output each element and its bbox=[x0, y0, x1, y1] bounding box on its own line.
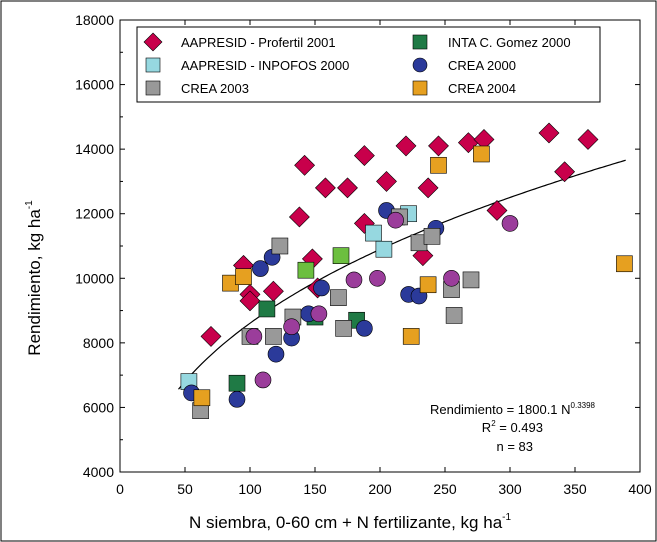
data-point bbox=[254, 371, 272, 389]
legend-label: AAPRESID - INPOFOS 2000 bbox=[181, 58, 349, 73]
y-tick-label: 4000 bbox=[83, 464, 114, 480]
data-point bbox=[356, 320, 373, 337]
data-point bbox=[554, 161, 576, 183]
series-6 bbox=[245, 211, 519, 389]
r2-text: R2 = 0.493 bbox=[482, 419, 543, 435]
legend-label: CREA 2000 bbox=[448, 58, 516, 73]
fit-layer bbox=[178, 159, 626, 390]
data-point bbox=[501, 215, 519, 232]
x-axis-title: N siembra, 0-60 cm + N fertilizante, kg … bbox=[189, 512, 512, 532]
data-point bbox=[443, 269, 460, 287]
x-tick-label: 200 bbox=[368, 481, 392, 497]
legend-marker bbox=[412, 80, 428, 96]
y-tick-label: 6000 bbox=[83, 399, 114, 415]
data-point bbox=[428, 135, 449, 157]
data-point bbox=[538, 122, 560, 144]
y-tick-label: 8000 bbox=[83, 335, 114, 351]
data-point bbox=[335, 320, 352, 337]
y-tick-label: 12000 bbox=[75, 206, 114, 222]
legend-label: AAPRESID - Profertil 2001 bbox=[181, 35, 336, 50]
data-point bbox=[616, 255, 633, 273]
x-tick-label: 250 bbox=[433, 481, 457, 497]
x-tick-label: 400 bbox=[628, 481, 652, 497]
data-point bbox=[332, 247, 350, 264]
y-tick-label: 14000 bbox=[75, 141, 114, 157]
data-point bbox=[330, 289, 347, 306]
legend-marker bbox=[145, 80, 161, 96]
n-text: n = 83 bbox=[496, 439, 533, 454]
x-tick-label: 350 bbox=[563, 481, 587, 497]
x-tick-label: 50 bbox=[177, 481, 193, 497]
data-point bbox=[473, 145, 490, 163]
legend: AAPRESID - Profertil 2001 INTA C. Gomez 2… bbox=[136, 26, 601, 103]
annotation: Rendimiento = 1800.1 N0.3398 R2 = 0.493 n … bbox=[430, 401, 596, 454]
data-point bbox=[369, 269, 386, 287]
data-point bbox=[445, 307, 463, 324]
data-point bbox=[310, 305, 328, 323]
x-tick-label: 300 bbox=[498, 481, 522, 497]
legend-label: CREA 2003 bbox=[181, 81, 249, 96]
data-point bbox=[258, 300, 276, 318]
x-tick-label: 150 bbox=[303, 481, 327, 497]
data-point bbox=[283, 318, 300, 336]
data-point bbox=[402, 328, 420, 345]
data-point bbox=[462, 271, 480, 289]
equation-text: Rendimiento = 1800.1 N0.3398 bbox=[430, 401, 596, 417]
data-point bbox=[193, 389, 211, 407]
legend-label: INTA C. Gomez 2000 bbox=[448, 35, 571, 50]
legend-marker bbox=[412, 57, 428, 73]
data-point bbox=[423, 228, 441, 245]
legend-label: CREA 2004 bbox=[448, 81, 516, 96]
legend-marker bbox=[143, 32, 163, 52]
data-point bbox=[337, 177, 358, 199]
legend-marker bbox=[412, 34, 428, 50]
data-point bbox=[239, 290, 261, 312]
x-tick-label: 0 bbox=[116, 481, 124, 497]
data-point bbox=[345, 271, 363, 289]
data-point bbox=[486, 200, 508, 221]
data-point bbox=[313, 279, 330, 297]
series-5 bbox=[193, 145, 633, 407]
legend-marker bbox=[145, 57, 161, 73]
y-tick-label: 16000 bbox=[75, 77, 114, 93]
data-point bbox=[375, 240, 393, 258]
data-point bbox=[271, 237, 289, 255]
y-tick-label: 10000 bbox=[75, 270, 114, 286]
data-point bbox=[235, 268, 252, 285]
data-point bbox=[387, 211, 404, 229]
data-point bbox=[265, 328, 282, 345]
data-point bbox=[365, 224, 382, 242]
data-point bbox=[228, 374, 246, 392]
data-point bbox=[267, 345, 285, 363]
y-axis-title: Rendimiento, kg ha-1 bbox=[24, 200, 44, 356]
fit-curve bbox=[178, 159, 626, 390]
data-point bbox=[577, 129, 599, 150]
data-point bbox=[228, 391, 246, 408]
x-tick-label: 100 bbox=[238, 481, 262, 497]
points-layer bbox=[180, 122, 633, 419]
data-point bbox=[297, 261, 315, 279]
data-point bbox=[252, 260, 269, 277]
data-point bbox=[395, 135, 417, 157]
data-point bbox=[245, 328, 263, 345]
y-tick-label: 18000 bbox=[75, 12, 114, 28]
data-point bbox=[314, 177, 336, 199]
data-point bbox=[200, 325, 222, 347]
series-0 bbox=[200, 122, 599, 347]
data-point bbox=[353, 145, 375, 167]
axes: 0 50 100 150 200 250 300 350 400 4000 6000 8000 1000… bbox=[75, 12, 652, 497]
data-point bbox=[419, 276, 437, 294]
legend-box bbox=[136, 26, 601, 103]
data-point bbox=[288, 206, 310, 228]
data-point bbox=[294, 154, 316, 176]
data-point bbox=[417, 177, 439, 199]
data-point bbox=[376, 171, 397, 192]
series-7 bbox=[297, 247, 350, 279]
data-point bbox=[430, 156, 447, 174]
